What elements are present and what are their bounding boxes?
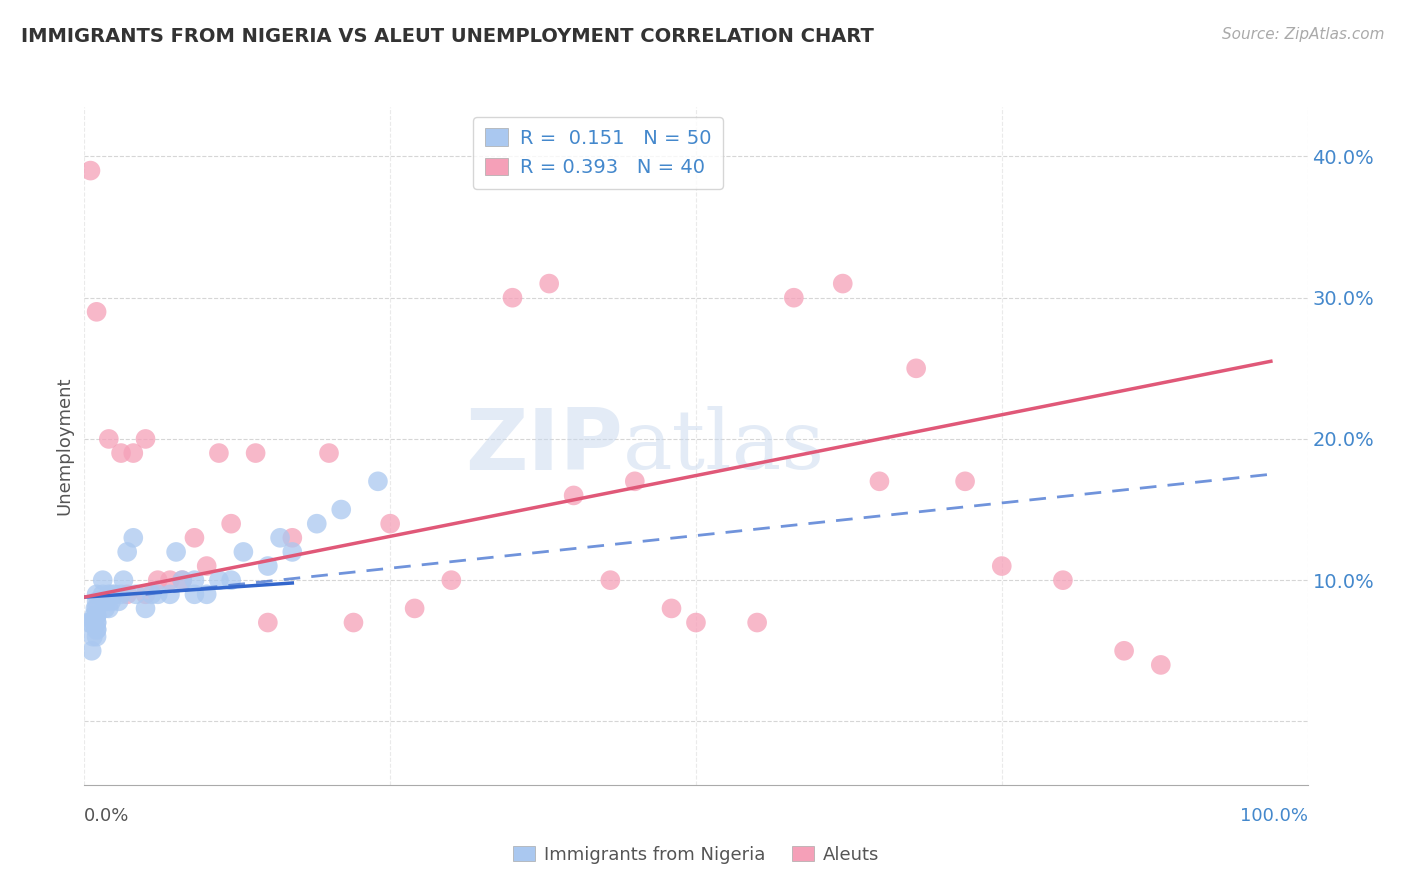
Point: [84, 601, 107, 615]
Point: [342, 615, 364, 630]
Point: [165, 545, 187, 559]
Point: [96, 594, 118, 608]
Point: [380, 516, 402, 531]
Legend: R =  0.151   N = 50, R = 0.393   N = 40: R = 0.151 N = 50, R = 0.393 N = 40: [474, 117, 723, 188]
Point: [83, 608, 105, 623]
Point: [86, 608, 108, 623]
Point: [146, 587, 169, 601]
Point: [94, 601, 117, 615]
Point: [122, 446, 145, 460]
Point: [330, 502, 353, 516]
Point: [257, 615, 280, 630]
Point: [599, 573, 621, 587]
Text: 0.0%: 0.0%: [84, 807, 129, 825]
Point: [208, 446, 231, 460]
Point: [869, 475, 891, 489]
Point: [183, 573, 205, 587]
Point: [97, 587, 120, 601]
Text: ZIP: ZIP: [465, 404, 623, 488]
Point: [281, 531, 304, 545]
Point: [367, 475, 389, 489]
Point: [219, 516, 242, 531]
Point: [110, 446, 132, 460]
Point: [195, 559, 218, 574]
Point: [1114, 644, 1136, 658]
Point: [404, 601, 426, 615]
Point: [86, 601, 108, 615]
Point: [79, 615, 101, 630]
Point: [97, 432, 120, 446]
Text: atlas: atlas: [623, 406, 825, 486]
Point: [953, 475, 976, 489]
Point: [82, 630, 104, 644]
Point: [122, 531, 145, 545]
Text: 100.0%: 100.0%: [1240, 807, 1308, 825]
Point: [83, 615, 105, 630]
Point: [440, 573, 463, 587]
Point: [195, 587, 218, 601]
Point: [183, 587, 205, 601]
Point: [86, 608, 108, 623]
Point: [135, 601, 157, 615]
Point: [135, 587, 157, 601]
Point: [86, 305, 108, 319]
Point: [783, 291, 806, 305]
Point: [318, 446, 340, 460]
Point: [91, 587, 114, 601]
Point: [125, 587, 148, 601]
Point: [112, 573, 135, 587]
Point: [172, 573, 194, 587]
Point: [219, 573, 242, 587]
Point: [141, 587, 163, 601]
Point: [159, 587, 181, 601]
Point: [661, 601, 683, 615]
Point: [538, 277, 561, 291]
Y-axis label: Unemployment: Unemployment: [55, 376, 73, 516]
Point: [101, 587, 124, 601]
Point: [115, 545, 138, 559]
Point: [86, 615, 108, 630]
Point: [831, 277, 853, 291]
Point: [97, 601, 120, 615]
Point: [91, 573, 114, 587]
Point: [172, 573, 194, 587]
Point: [624, 475, 647, 489]
Point: [990, 559, 1012, 574]
Point: [208, 573, 231, 587]
Point: [135, 432, 157, 446]
Point: [86, 587, 108, 601]
Point: [281, 545, 304, 559]
Point: [100, 594, 122, 608]
Point: [77, 615, 100, 630]
Point: [86, 594, 108, 608]
Point: [1150, 657, 1173, 672]
Point: [245, 446, 267, 460]
Text: IMMIGRANTS FROM NIGERIA VS ALEUT UNEMPLOYMENT CORRELATION CHART: IMMIGRANTS FROM NIGERIA VS ALEUT UNEMPLO…: [21, 27, 875, 45]
Point: [146, 573, 169, 587]
Point: [905, 361, 928, 376]
Point: [104, 587, 127, 601]
Point: [79, 163, 101, 178]
Point: [115, 587, 138, 601]
Point: [747, 615, 769, 630]
Point: [1052, 573, 1074, 587]
Point: [159, 573, 181, 587]
Text: Source: ZipAtlas.com: Source: ZipAtlas.com: [1222, 27, 1385, 42]
Point: [86, 623, 108, 637]
Point: [80, 644, 103, 658]
Point: [86, 615, 108, 630]
Point: [110, 587, 132, 601]
Point: [257, 559, 280, 574]
Point: [232, 545, 254, 559]
Point: [86, 630, 108, 644]
Point: [685, 615, 707, 630]
Point: [501, 291, 523, 305]
Point: [305, 516, 328, 531]
Point: [183, 531, 205, 545]
Point: [269, 531, 291, 545]
Point: [562, 488, 585, 502]
Point: [107, 594, 129, 608]
Point: [86, 623, 108, 637]
